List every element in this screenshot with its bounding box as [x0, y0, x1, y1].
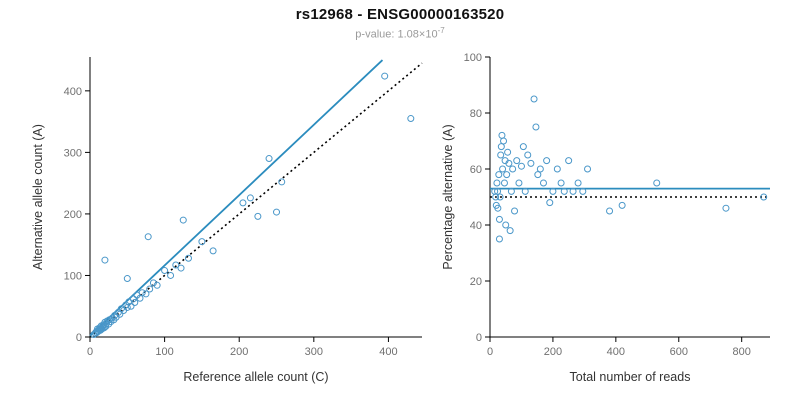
- svg-text:40: 40: [470, 220, 482, 232]
- svg-text:400: 400: [64, 86, 82, 98]
- svg-text:Percentage alternative (A): Percentage alternative (A): [441, 124, 455, 269]
- svg-text:Alternative allele count (A): Alternative allele count (A): [31, 124, 45, 270]
- svg-text:20: 20: [470, 276, 482, 288]
- svg-text:100: 100: [64, 270, 82, 282]
- chart-header: rs12968 - ENSG00000163520 p-value: 1.08×…: [0, 0, 800, 41]
- svg-text:0: 0: [476, 332, 482, 344]
- regression-line: [89, 59, 384, 337]
- charts-row: 0 100 200 300 400 0 100 200 300 400 Reference alle…: [0, 43, 800, 389]
- scatter-plot-percentage: 0 200 400 600 800 0 20 40 60 80 100 Total number of…: [441, 52, 770, 384]
- svg-text:300: 300: [64, 147, 82, 159]
- svg-text:200: 200: [544, 346, 562, 358]
- svg-text:300: 300: [305, 346, 323, 358]
- svg-text:100: 100: [155, 346, 173, 358]
- chart-title: rs12968 - ENSG00000163520: [295, 6, 505, 23]
- svg-text:400: 400: [379, 346, 397, 358]
- svg-text:0: 0: [487, 346, 493, 358]
- svg-text:800: 800: [733, 346, 751, 358]
- svg-text:100: 100: [464, 52, 482, 64]
- svg-text:600: 600: [670, 346, 688, 358]
- svg-text:200: 200: [230, 346, 248, 358]
- svg-text:0: 0: [76, 332, 82, 344]
- pvalue-exponent: -7: [437, 26, 445, 35]
- svg-text:Reference allele count (C): Reference allele count (C): [183, 370, 328, 384]
- scatter-plot-allele-counts: 0 100 200 300 400 0 100 200 300 400 Reference alle…: [31, 56, 423, 384]
- svg-text:60: 60: [470, 164, 482, 176]
- pvalue-text: p-value: 1.08×10: [355, 28, 438, 41]
- chart-subtitle: p-value: 1.08×10-7: [0, 26, 800, 41]
- svg-text:80: 80: [470, 108, 482, 120]
- svg-text:400: 400: [607, 346, 625, 358]
- svg-text:0: 0: [87, 346, 93, 358]
- svg-text:200: 200: [64, 209, 82, 221]
- svg-text:Total number of reads: Total number of reads: [570, 370, 691, 384]
